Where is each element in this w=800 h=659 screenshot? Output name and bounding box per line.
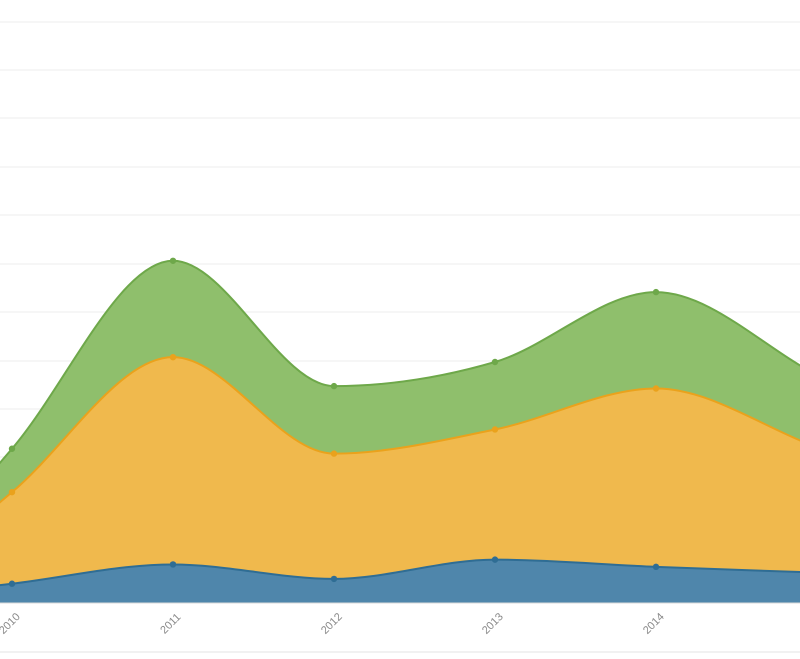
data-point[interactable] xyxy=(491,358,499,366)
data-point-group xyxy=(8,257,660,587)
x-tick-label: 2012 xyxy=(319,611,345,637)
x-tick-label: 2010 xyxy=(0,611,23,637)
x-tick-label: 2011 xyxy=(158,611,183,636)
data-point[interactable] xyxy=(8,445,16,452)
data-point[interactable] xyxy=(652,385,660,392)
data-point[interactable] xyxy=(491,426,499,433)
series-line-3 xyxy=(0,259,800,465)
data-point[interactable] xyxy=(330,575,338,583)
data-point[interactable] xyxy=(169,257,177,264)
data-point[interactable] xyxy=(330,450,338,457)
data-point[interactable] xyxy=(169,561,177,568)
area-series-group xyxy=(0,260,800,603)
data-point[interactable] xyxy=(652,563,660,571)
data-point[interactable] xyxy=(169,353,177,361)
series-line-group xyxy=(0,259,800,587)
area-series-2 xyxy=(0,357,800,586)
x-tick-label: 2014 xyxy=(641,611,667,637)
x-tick-label: 2013 xyxy=(480,611,506,637)
x-tick-labels: 2010 2011 2012 2013 2014 xyxy=(0,611,667,637)
series-line-2 xyxy=(0,356,800,504)
data-point[interactable] xyxy=(8,488,16,496)
area-series-3 xyxy=(0,260,800,503)
data-point[interactable] xyxy=(8,580,16,587)
data-point[interactable] xyxy=(652,288,660,296)
area-series-1 xyxy=(0,559,800,603)
series-line-1 xyxy=(0,558,800,587)
data-point[interactable] xyxy=(491,556,499,563)
data-point[interactable] xyxy=(330,382,338,390)
